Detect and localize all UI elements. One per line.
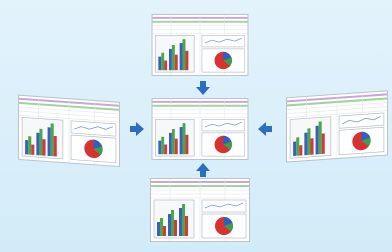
top-sheet — [152, 14, 248, 75]
illustration — [0, 0, 392, 252]
left-sheet — [19, 95, 120, 166]
right-sheet — [287, 91, 388, 162]
center-sheet — [152, 98, 248, 159]
page — [0, 0, 392, 252]
bottom-sheet — [151, 179, 250, 242]
